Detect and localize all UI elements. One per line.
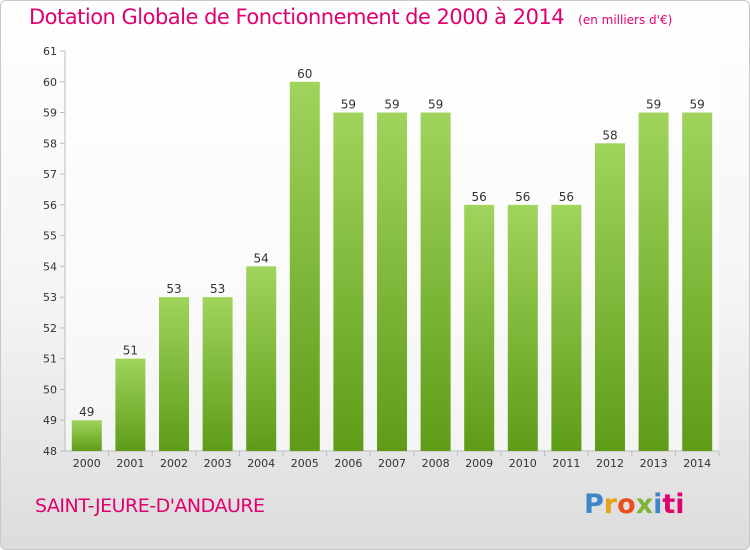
x-tick-label: 2005 bbox=[291, 457, 319, 470]
logo-letter: o bbox=[617, 489, 636, 520]
data-label: 49 bbox=[79, 405, 94, 419]
y-tick-label: 54 bbox=[43, 260, 57, 273]
chart-title: Dotation Globale de Fonctionnement de 20… bbox=[29, 5, 672, 29]
x-tick-label: 2007 bbox=[378, 457, 406, 470]
x-tick-label: 2002 bbox=[160, 457, 188, 470]
logo-letter: P bbox=[584, 489, 604, 520]
x-tick-label: 2012 bbox=[596, 457, 624, 470]
y-tick-label: 59 bbox=[43, 107, 57, 120]
bar bbox=[289, 81, 320, 452]
data-label: 54 bbox=[254, 251, 269, 265]
data-label: 56 bbox=[515, 190, 530, 204]
data-label: 58 bbox=[602, 128, 617, 142]
data-label: 56 bbox=[472, 190, 487, 204]
y-tick-label: 50 bbox=[43, 383, 57, 396]
bar bbox=[682, 112, 713, 452]
logo-letter: x bbox=[635, 489, 654, 520]
y-tick-label: 60 bbox=[43, 76, 57, 89]
y-tick-label: 49 bbox=[43, 414, 57, 427]
bar bbox=[71, 420, 102, 451]
y-tick-label: 57 bbox=[43, 168, 57, 181]
data-label: 59 bbox=[341, 98, 356, 112]
data-label: 53 bbox=[210, 282, 225, 296]
y-tick-label: 53 bbox=[43, 291, 57, 304]
data-label: 59 bbox=[690, 98, 705, 112]
bar bbox=[159, 297, 189, 451]
x-tick-label: 2013 bbox=[640, 457, 668, 470]
data-label: 56 bbox=[559, 190, 574, 204]
proxiti-logo: Proxiti bbox=[584, 489, 685, 520]
data-label: 59 bbox=[646, 98, 661, 112]
x-tick-label: 2006 bbox=[334, 457, 362, 470]
bar bbox=[507, 204, 538, 451]
bar bbox=[551, 204, 582, 451]
logo-letter: ti bbox=[662, 489, 685, 520]
logo-letter: r bbox=[603, 489, 618, 520]
bar bbox=[246, 266, 277, 451]
logo-letter: i bbox=[653, 489, 663, 520]
data-label: 59 bbox=[428, 98, 443, 112]
x-tick-label: 2003 bbox=[204, 457, 232, 470]
bar bbox=[333, 112, 364, 452]
data-label: 60 bbox=[297, 67, 312, 81]
y-tick-label: 56 bbox=[43, 199, 57, 212]
bar bbox=[115, 358, 146, 451]
chart-unit: (en milliers d'€) bbox=[578, 13, 673, 27]
x-tick-label: 2009 bbox=[465, 457, 493, 470]
x-tick-label: 2000 bbox=[73, 457, 101, 470]
y-tick-label: 52 bbox=[43, 322, 57, 335]
x-tick-label: 2004 bbox=[247, 457, 275, 470]
data-label: 53 bbox=[166, 282, 181, 296]
y-tick-label: 58 bbox=[43, 137, 57, 150]
x-tick-label: 2014 bbox=[683, 457, 711, 470]
data-label: 51 bbox=[123, 344, 138, 358]
bar bbox=[595, 143, 625, 452]
commune-name: SAINT-JEURE-D'ANDAURE bbox=[35, 495, 265, 517]
x-tick-label: 2008 bbox=[422, 457, 450, 470]
chart-title-text: Dotation Globale de Fonctionnement de 20… bbox=[29, 5, 565, 29]
bar bbox=[638, 112, 669, 452]
x-tick-label: 2001 bbox=[116, 457, 144, 470]
bar bbox=[377, 112, 407, 452]
bar bbox=[202, 297, 233, 451]
y-tick-label: 51 bbox=[43, 353, 57, 366]
data-label: 59 bbox=[384, 98, 399, 112]
y-tick-label: 55 bbox=[43, 230, 57, 243]
x-tick-label: 2010 bbox=[509, 457, 537, 470]
bar bbox=[464, 204, 495, 451]
y-tick-label: 61 bbox=[43, 45, 57, 58]
x-tick-label: 2011 bbox=[552, 457, 580, 470]
bar bbox=[420, 112, 451, 452]
y-tick-label: 48 bbox=[43, 445, 57, 458]
